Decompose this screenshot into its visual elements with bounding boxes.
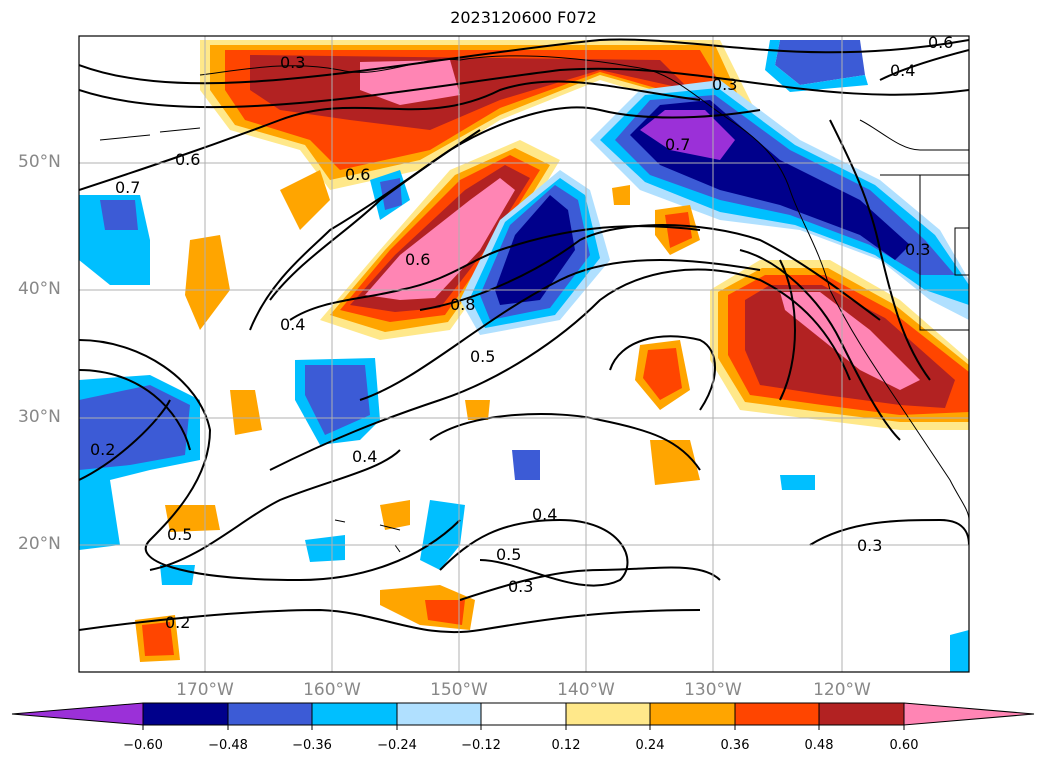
colorbar-tick: −0.60 xyxy=(123,738,163,753)
colorbar xyxy=(11,702,1035,730)
contour-label: 0.6 xyxy=(175,150,200,169)
contour-label: 0.3 xyxy=(905,240,930,259)
coastlines xyxy=(99,55,969,553)
lon-label-120w: 120°W xyxy=(813,680,871,700)
contour-label: 0.6 xyxy=(928,33,953,52)
colorbar-tick: 0.36 xyxy=(720,738,750,753)
colorbar-tick: −0.36 xyxy=(292,738,332,753)
contour-label: 0.5 xyxy=(496,545,521,564)
contour-label: 0.7 xyxy=(665,135,690,154)
contour-label: 0.4 xyxy=(532,505,557,524)
lat-label-40n: 40°N xyxy=(18,279,61,299)
lat-label-20n: 20°N xyxy=(18,534,61,554)
contour-label: 0.4 xyxy=(890,61,915,80)
contour-label: 0.5 xyxy=(470,347,495,366)
colorbar-tick: −0.48 xyxy=(208,738,248,753)
contour-label: 0.2 xyxy=(90,440,115,459)
lon-label-140w: 140°W xyxy=(557,680,615,700)
colorbar-tick: 0.24 xyxy=(635,738,665,753)
contour-lines xyxy=(79,38,969,634)
chart-title: 2023120600 F072 xyxy=(450,8,597,27)
contour-label: 0.3 xyxy=(857,536,882,555)
colorbar-tick: −0.24 xyxy=(377,738,417,753)
colorbar-tick: 0.60 xyxy=(889,738,919,753)
colorbar-extend-max xyxy=(903,702,1035,726)
grid-lines xyxy=(79,36,969,672)
lat-label-50n: 50°N xyxy=(18,152,61,172)
contour-label: 0.8 xyxy=(450,295,475,314)
lon-label-170w: 170°W xyxy=(176,680,234,700)
colorbar-extend-min xyxy=(11,702,144,726)
contour-label: 0.6 xyxy=(405,250,430,269)
lon-label-160w: 160°W xyxy=(303,680,361,700)
contour-label: 0.3 xyxy=(712,75,737,94)
colorbar-tick: 0.48 xyxy=(804,738,834,753)
colorbar-tick: 0.12 xyxy=(551,738,581,753)
contour-label: 0.7 xyxy=(115,178,140,197)
contour-label: 0.6 xyxy=(345,165,370,184)
contour-label: 0.4 xyxy=(352,447,377,466)
lon-label-130w: 130°W xyxy=(684,680,742,700)
lat-label-30n: 30°N xyxy=(18,407,61,427)
lon-label-150w: 150°W xyxy=(430,680,488,700)
colorbar-tick: −0.12 xyxy=(461,738,501,753)
map-frame xyxy=(78,35,970,673)
contour-labels: 0.3 0.3 0.4 0.6 0.7 0.6 0.6 0.7 0.3 0.6 … xyxy=(90,33,953,632)
contour-label: 0.2 xyxy=(165,613,190,632)
shaded-anomalies xyxy=(79,40,969,672)
contour-label: 0.3 xyxy=(280,53,305,72)
contour-label: 0.4 xyxy=(280,315,305,334)
contour-label: 0.3 xyxy=(508,577,533,596)
contour-label: 0.5 xyxy=(167,525,192,544)
